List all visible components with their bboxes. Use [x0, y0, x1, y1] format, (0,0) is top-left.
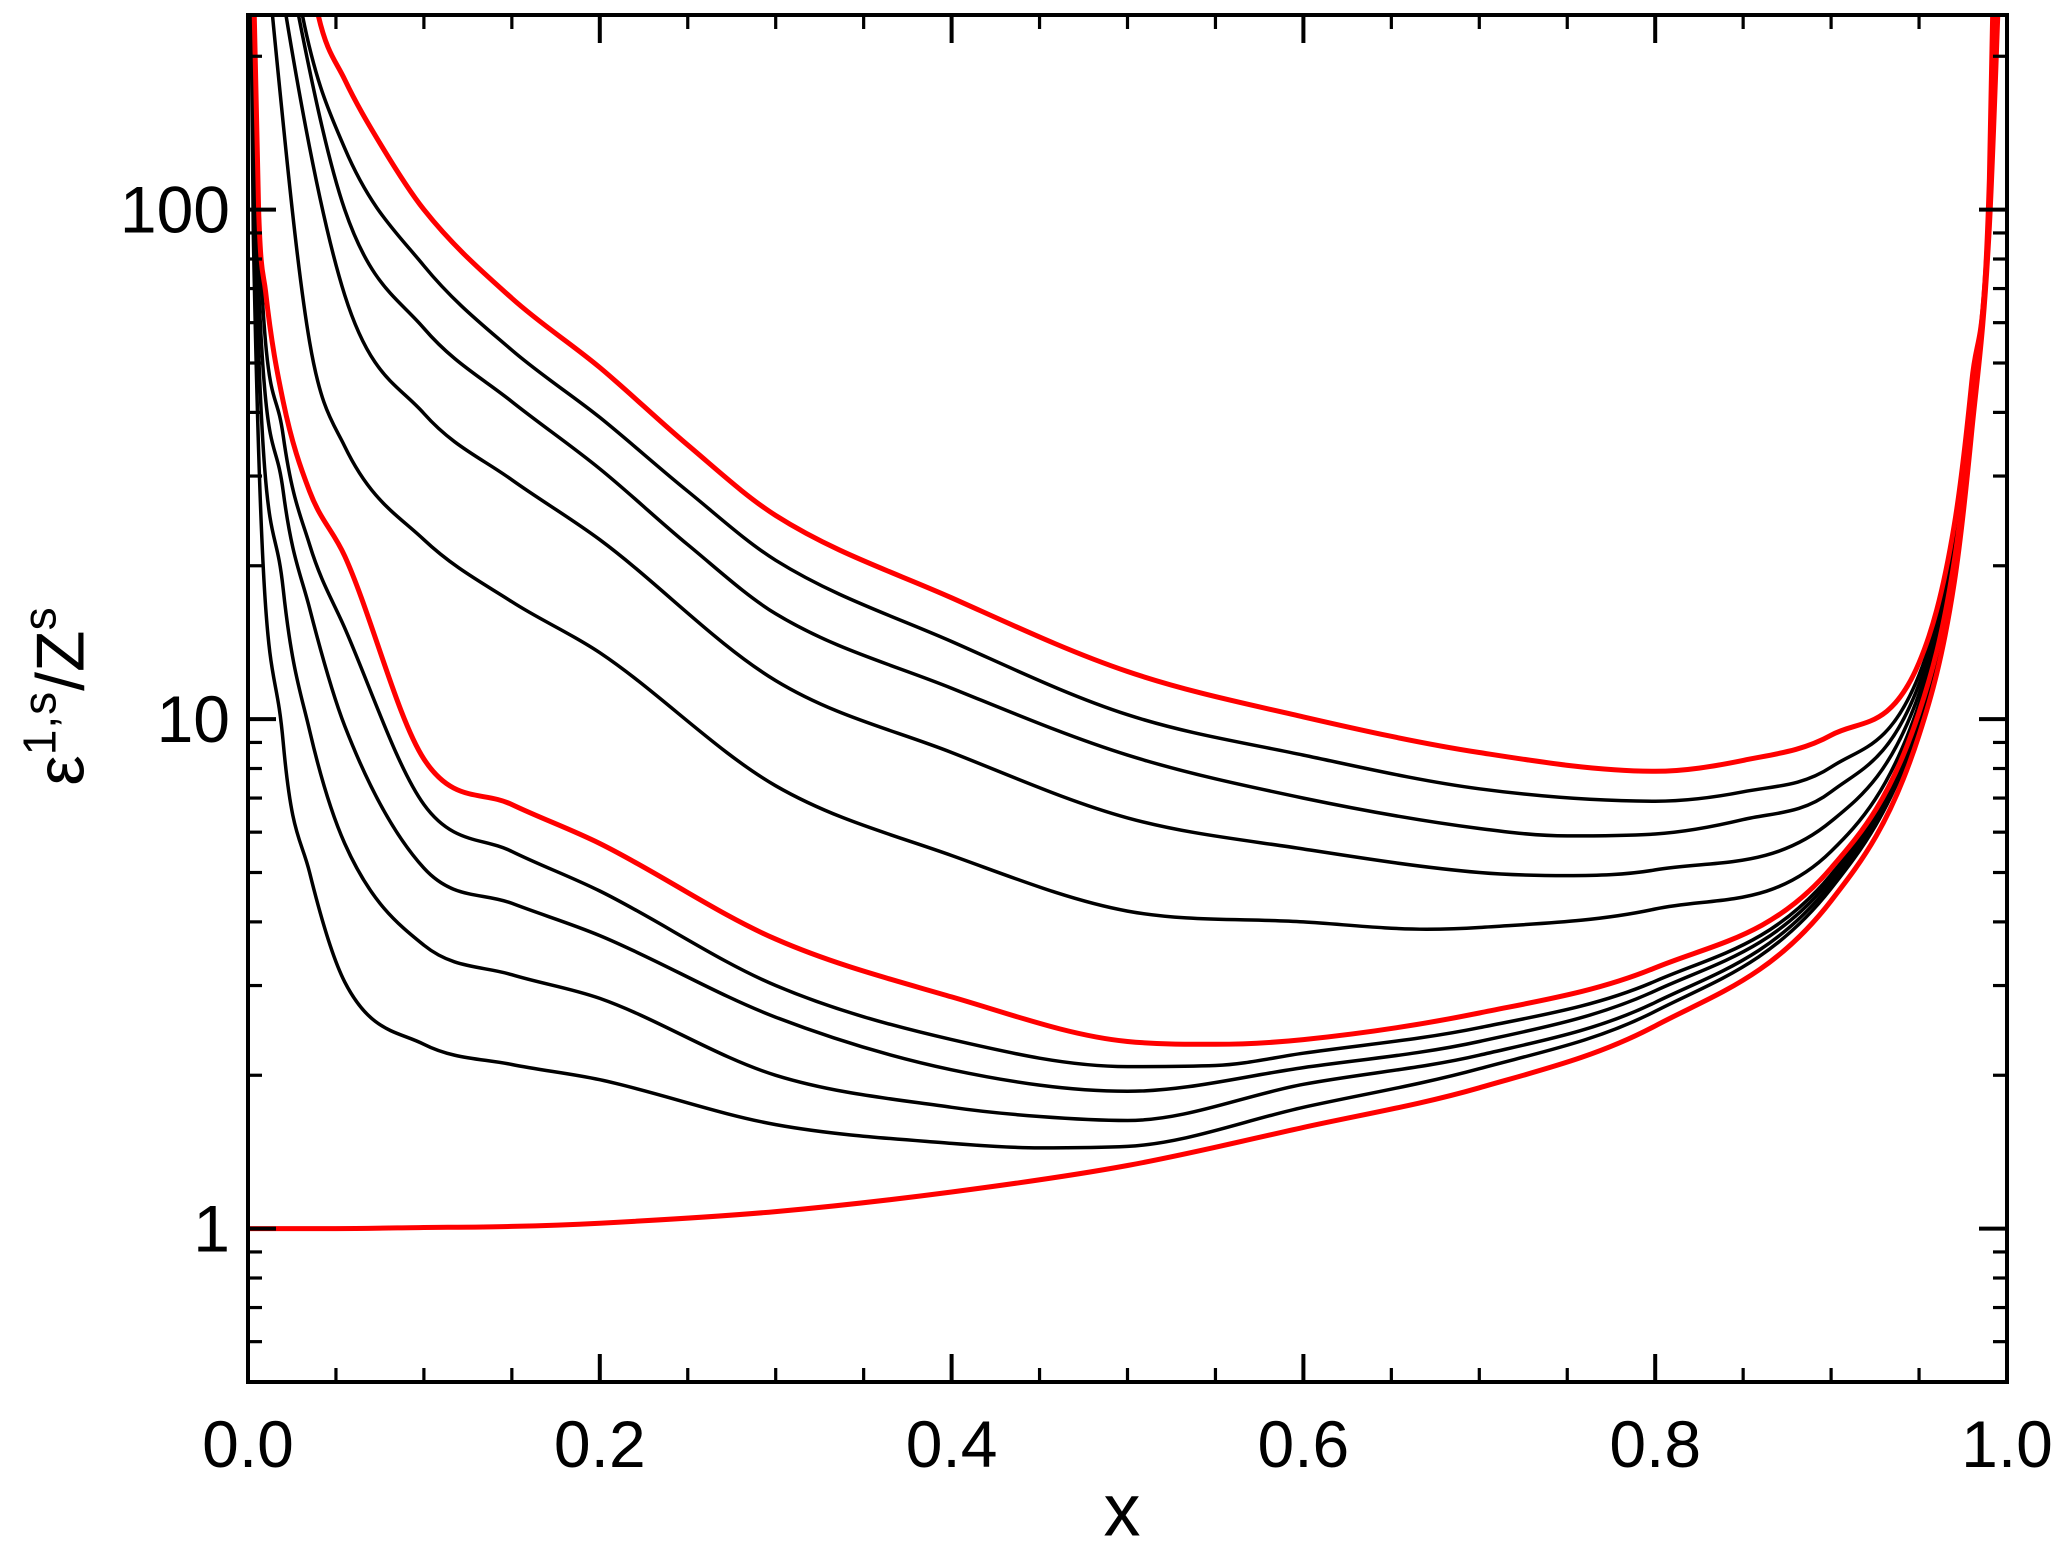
curve-red-middle-curve: [251, 15, 1998, 1047]
curve-black-curve-2: [296, 15, 1996, 838]
plot-frame: [246, 13, 2009, 1384]
curve-red-upper-envelope: [315, 15, 1996, 774]
curve-black-curve-1: [300, 15, 1996, 803]
y-tick-label: 10: [157, 682, 230, 756]
y-tick-label: 1: [193, 1192, 230, 1266]
curve-black-curve-3: [284, 15, 1997, 878]
curve-black-curve-4: [270, 15, 1997, 931]
y-tick-label: 100: [120, 173, 230, 247]
x-tick-label: 0.4: [906, 1407, 998, 1481]
y-axis-title-epsilon: ε: [22, 755, 99, 786]
y-axis-title-superscript-1s: 1,s: [13, 690, 66, 756]
y-axis-title-superscript-s: s: [13, 606, 66, 631]
x-tick-label: 0.0: [202, 1407, 294, 1481]
curve-black-curve-6: [250, 15, 1998, 1094]
y-axis-title: ε1,s/Zs: [13, 606, 100, 785]
x-tick-label: 0.8: [1609, 1407, 1701, 1481]
x-tick-label: 0.2: [554, 1407, 646, 1481]
curve-black-curve-5: [251, 15, 1998, 1069]
x-tick-label: 0.6: [1258, 1407, 1350, 1481]
x-axis-title: x: [1103, 1468, 1141, 1552]
y-axis-title-slash-z: /Z: [22, 630, 99, 691]
x-tick-label: 1.0: [1961, 1407, 2053, 1481]
curve-red-lower-envelope: [248, 15, 2001, 1232]
